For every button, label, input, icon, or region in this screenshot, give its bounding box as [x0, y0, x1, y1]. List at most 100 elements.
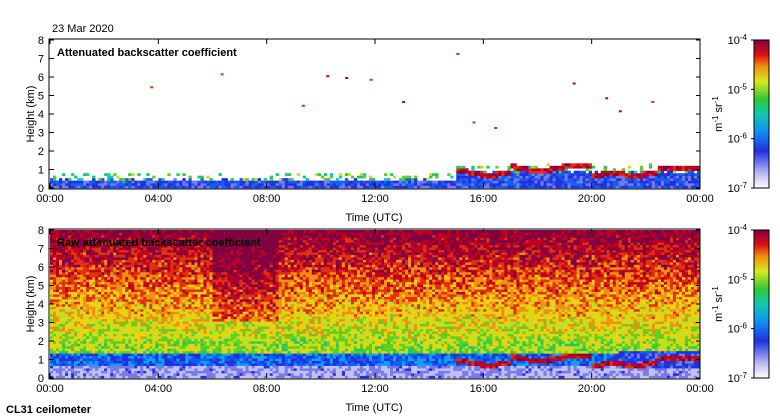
heatmap-cell [134, 333, 138, 337]
heatmap-cell [176, 281, 180, 285]
heatmap-cell [687, 183, 692, 186]
heatmap-cell [402, 175, 406, 179]
heatmap-cell [62, 252, 66, 255]
heatmap-cell [338, 175, 343, 179]
heatmap-cell [149, 247, 153, 251]
heatmap-cell [209, 353, 213, 357]
heatmap-cell [56, 239, 60, 243]
heatmap-cell [107, 281, 111, 285]
heatmap-cell [179, 336, 183, 339]
heatmap-cell [104, 286, 108, 290]
heatmap-cell [206, 274, 210, 278]
heatmap-cell [161, 230, 165, 233]
heatmap-cell [200, 262, 204, 265]
heatmap-cell [212, 336, 216, 339]
heatmap-cell [104, 249, 108, 253]
heatmap-cell [173, 289, 177, 292]
heatmap-cell [525, 170, 529, 174]
heatmap-cell [56, 318, 60, 322]
heatmap-cell [218, 363, 222, 366]
heatmap-cell [197, 370, 201, 374]
heatmap-cell [179, 353, 183, 357]
heatmap-cell [516, 183, 520, 186]
heatmap-cell [185, 267, 189, 270]
heatmap-cell [158, 281, 162, 285]
heatmap-cell [227, 328, 231, 332]
heatmap-cell [525, 165, 529, 169]
heatmap-cell [50, 249, 54, 253]
heatmap-cell [110, 341, 114, 344]
heatmap-cell [519, 165, 523, 169]
heatmap-cell [405, 175, 409, 179]
heatmap-cell [95, 274, 99, 278]
heatmap-cell [215, 363, 219, 366]
heatmap-cell [218, 296, 222, 300]
heatmap-cell [134, 360, 138, 364]
heatmap-cell [191, 232, 195, 236]
heatmap-cell [227, 368, 231, 371]
heatmap-cell [161, 178, 165, 181]
heatmap-cell [185, 316, 189, 320]
heatmap-cell [50, 365, 54, 369]
heatmap-cell [158, 353, 162, 357]
heatmap-cell [230, 244, 234, 248]
heatmap-cell [77, 331, 81, 334]
heatmap-cell [471, 183, 475, 186]
heatmap-cell [302, 183, 307, 186]
heatmap-cell [137, 294, 141, 297]
heatmap-cell [143, 308, 147, 312]
heatmap-cell [185, 254, 189, 258]
heatmap-cell [89, 271, 93, 275]
heatmap-cell [158, 178, 162, 181]
heatmap-cell [101, 375, 105, 379]
heatmap-cell [50, 183, 54, 186]
heatmap-cell [119, 294, 123, 297]
heatmap-cell [582, 175, 586, 179]
heatmap-cell [194, 316, 198, 320]
heatmap-cell [215, 294, 219, 297]
heatmap-cell [230, 370, 234, 374]
heatmap-cell [194, 276, 198, 280]
heatmap-cell [77, 343, 81, 347]
heatmap-cell [227, 296, 231, 300]
heatmap-cell [80, 294, 84, 297]
heatmap-cell [203, 294, 207, 297]
heatmap-cell [371, 178, 376, 181]
heatmap-cell [206, 262, 210, 265]
heatmap-cell [648, 175, 653, 179]
heatmap-cell [164, 281, 168, 285]
heatmap-cell [140, 360, 144, 364]
heatmap-cell [224, 242, 228, 246]
heatmap-cell [146, 363, 150, 366]
heatmap-cell [522, 175, 526, 179]
heatmap-cell [104, 304, 108, 307]
heatmap-cell [227, 291, 231, 295]
heatmap-cell [98, 281, 102, 285]
heatmap-cell [161, 345, 165, 349]
heatmap-cell [483, 183, 487, 186]
heatmap-cell [125, 333, 129, 337]
heatmap-cell [182, 353, 186, 357]
heatmap-cell [176, 239, 180, 243]
heatmap-cell [540, 183, 544, 186]
heatmap-cell [113, 259, 117, 263]
heatmap-cell [618, 183, 623, 186]
heatmap-cell [687, 185, 692, 189]
heatmap-cell [390, 173, 394, 176]
heatmap-cell [56, 353, 60, 357]
heatmap-cell [206, 341, 210, 344]
heatmap-cell [92, 301, 96, 305]
heatmap-cell [56, 373, 60, 376]
heatmap-cell [209, 326, 213, 329]
heatmap-cell [53, 242, 57, 246]
heatmap-cell [134, 301, 138, 305]
heatmap-cell [158, 296, 162, 300]
heatmap-cell [116, 267, 120, 270]
heatmap-cell [101, 311, 105, 315]
heatmap-cell [119, 257, 123, 260]
heatmap-cell [209, 269, 213, 273]
heatmap-cell [176, 306, 180, 310]
heatmap-cell [53, 276, 57, 280]
heatmap-cell [206, 249, 210, 253]
heatmap-cell [612, 183, 617, 186]
